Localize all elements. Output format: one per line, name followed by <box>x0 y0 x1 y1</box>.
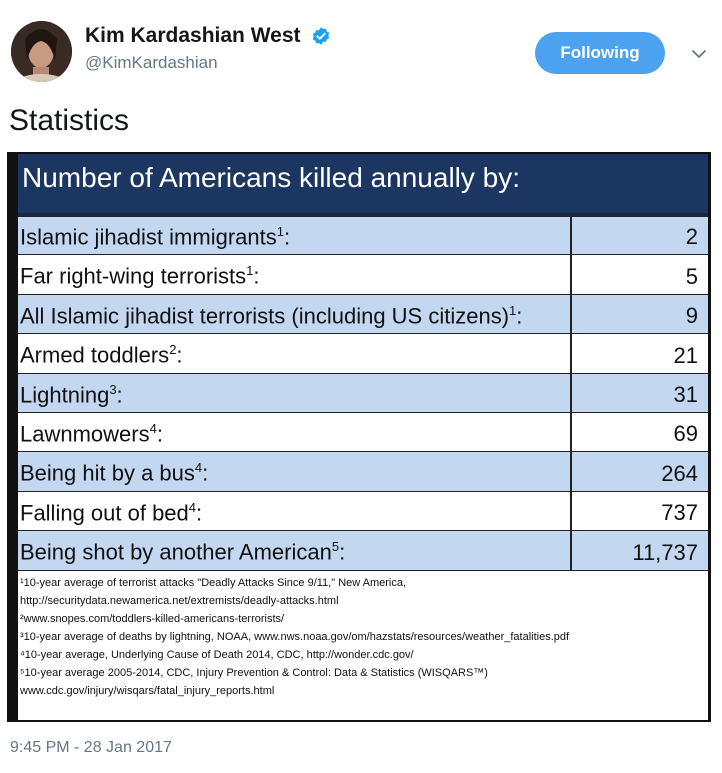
chevron-down-icon[interactable] <box>691 46 707 62</box>
column-divider <box>570 491 572 531</box>
tweet-text: Statistics <box>9 104 130 137</box>
row-value: 69 <box>673 421 698 447</box>
tweet-timestamp[interactable]: 9:45 PM - 28 Jan 2017 <box>10 739 172 756</box>
column-divider <box>570 217 572 255</box>
column-divider <box>570 412 572 452</box>
row-label-text: Armed toddlers <box>20 342 170 368</box>
row-footnote-ref: 1 <box>246 263 254 279</box>
row-label-colon: : <box>283 224 291 250</box>
tweet-media[interactable]: Number of Americans killed annually by: … <box>7 152 711 722</box>
row-label-colon: : <box>339 539 346 565</box>
row-label: Armed toddlers2: <box>20 342 183 368</box>
row-label-colon: : <box>253 263 260 289</box>
row-label-colon: : <box>196 500 203 526</box>
table-row: Being hit by a bus4: 264 <box>18 452 708 492</box>
column-divider <box>570 334 572 373</box>
table-row: Lightning3: 31 <box>18 373 708 413</box>
table-row: Armed toddlers2: 21 <box>18 334 708 374</box>
row-label-text: Lawnmowers <box>20 421 150 447</box>
footnote-line: ⁴10-year average, Underlying Cause of De… <box>20 649 414 661</box>
row-label: Being hit by a bus4: <box>20 460 208 486</box>
row-label-text: Falling out of bed <box>20 500 189 526</box>
row-label-colon: : <box>116 381 123 407</box>
row-footnote-ref: 4 <box>188 499 197 515</box>
table-row: Falling out of bed4: 737 <box>18 491 708 532</box>
table-row: Islamic jihadist immigrants1: 2 <box>18 216 708 256</box>
statistics-table: Number of Americans killed annually by: … <box>18 154 708 720</box>
table-row: Being shot by another American5: 11,737 <box>18 531 708 571</box>
table-title: Number of Americans killed annually by: <box>18 154 708 216</box>
row-label-text: Lightning <box>20 381 110 407</box>
row-footnote-ref: 4 <box>149 421 157 437</box>
column-divider <box>570 294 572 334</box>
name-block: Kim Kardashian West @KimKardashian <box>85 24 331 73</box>
row-label-text: Being hit by a bus <box>20 460 195 486</box>
row-footnote-ref: 3 <box>109 381 117 397</box>
row-label-colon: : <box>156 421 163 447</box>
row-footnote-ref: 2 <box>169 342 177 358</box>
following-button[interactable]: Following <box>535 32 665 74</box>
handle[interactable]: @KimKardashian <box>85 53 218 72</box>
avatar-image <box>11 21 72 82</box>
footnote-line: ⁵10-year average 2005-2014, CDC, Injury … <box>20 667 488 679</box>
column-divider <box>570 452 572 491</box>
row-footnote-ref: 1 <box>509 302 517 318</box>
row-value: 11,737 <box>632 539 698 565</box>
avatar[interactable] <box>11 21 72 82</box>
footnote-line: http://securitydata.newamerica.net/extre… <box>20 595 339 607</box>
row-label-colon: : <box>202 460 209 486</box>
footnote-line: ¹10-year average of terrorist attacks "D… <box>20 577 407 589</box>
row-footnote-ref: 4 <box>194 460 203 476</box>
column-divider <box>570 255 572 294</box>
row-label: Lightning3: <box>20 382 123 408</box>
row-label: Falling out of bed4: <box>20 500 202 526</box>
row-value: 31 <box>673 381 698 407</box>
row-value: 2 <box>685 224 698 250</box>
row-value: 5 <box>685 263 698 289</box>
tweet-header: Kim Kardashian West @KimKardashian Follo… <box>8 18 714 88</box>
row-label: Lawnmowers4: <box>20 421 163 447</box>
column-divider <box>570 373 572 412</box>
footnote-line: ²www.snopes.com/toddlers-killed-american… <box>20 613 285 625</box>
row-footnote-ref: 1 <box>276 224 284 240</box>
column-divider <box>570 531 572 570</box>
row-value: 21 <box>673 342 698 368</box>
table-rows: Islamic jihadist immigrants1: 2 Far right-… <box>18 216 708 571</box>
row-label: Far right-wing terrorists1: <box>20 263 260 289</box>
row-label-text: Islamic jihadist immigrants <box>20 224 277 250</box>
table-row: All Islamic jihadist terrorists (includi… <box>18 294 708 335</box>
row-label: Islamic jihadist immigrants1: <box>20 224 290 250</box>
row-label-text: Far right-wing terrorists <box>20 263 247 289</box>
display-name[interactable]: Kim Kardashian West <box>85 24 301 47</box>
row-footnote-ref: 5 <box>331 539 340 555</box>
footnote-line: www.cdc.gov/injury/wisqars/fatal_injury_… <box>20 685 275 697</box>
table-footnotes: ¹10-year average of terrorist attacks "D… <box>20 574 708 700</box>
row-label-colon: : <box>176 342 183 368</box>
row-label: Being shot by another American5: <box>20 539 345 565</box>
row-label-text: Being shot by another American <box>20 539 332 565</box>
row-value: 737 <box>661 500 698 526</box>
row-label-colon: : <box>516 303 523 329</box>
footnote-line: ³10-year average of deaths by lightning,… <box>20 631 570 643</box>
row-value: 9 <box>685 303 698 329</box>
row-value: 264 <box>661 460 698 486</box>
row-label-text: All Islamic jihadist terrorists (includi… <box>20 303 510 329</box>
row-label: All Islamic jihadist terrorists (includi… <box>20 303 522 329</box>
verified-badge-icon <box>312 27 330 45</box>
table-row: Far right-wing terrorists1: 5 <box>18 255 708 295</box>
table-row: Lawnmowers4: 69 <box>18 412 708 453</box>
